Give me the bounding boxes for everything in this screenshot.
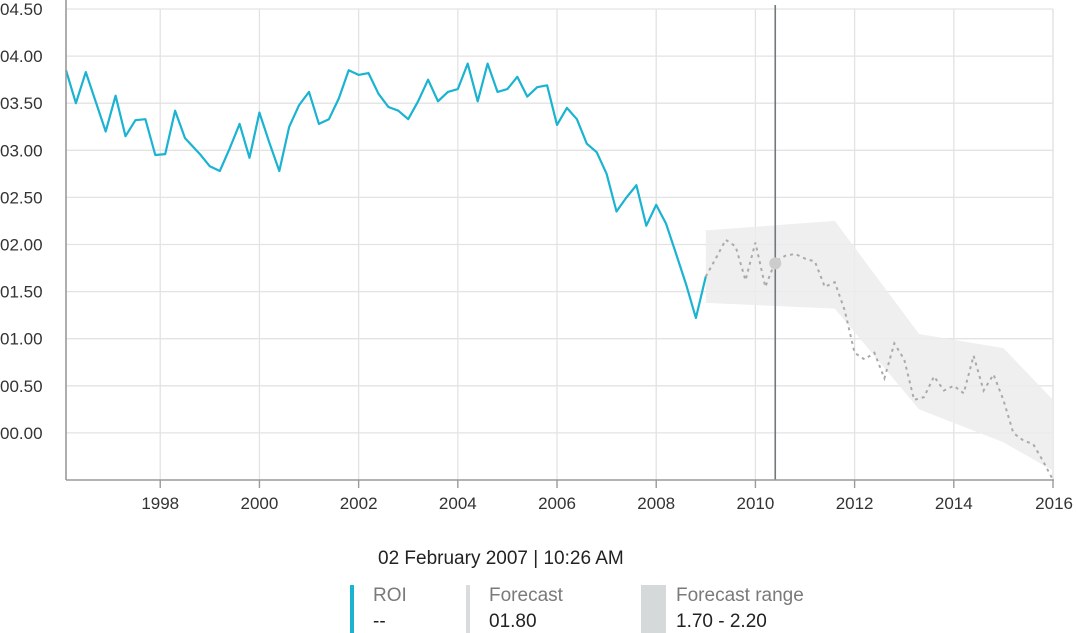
y-tick-label: 03.50: [0, 94, 43, 113]
x-tick-label: 2002: [340, 494, 378, 513]
legend-value-roi: --: [373, 611, 386, 632]
y-tick-label: 04.50: [0, 0, 43, 19]
line-chart: 04.50 04.00 03.50 03.00 02.50 02.00 01.50 01.00…: [0, 0, 1073, 513]
x-tick-label: 2016: [1035, 494, 1073, 513]
legend-label-forecast: Forecast: [489, 585, 563, 606]
y-tick-label: 01.00: [0, 330, 43, 349]
y-tick-label: 01.50: [0, 283, 43, 302]
roi-series-line: [64, 62, 707, 320]
roi-swatch: [350, 585, 354, 633]
x-tick-label: 2010: [736, 494, 774, 513]
legend-label-forecast-range: Forecast range: [676, 585, 804, 606]
x-tick-label: 2004: [439, 494, 477, 513]
legend-value-forecast: 01.80: [489, 611, 537, 632]
forecast-range-swatch: [641, 585, 666, 633]
cursor-timestamp: 02 February 2007 | 10:26 AM: [378, 548, 624, 569]
legend-label-roi: ROI: [373, 585, 407, 606]
forecast-swatch: [466, 585, 470, 633]
forecast-series-line: [704, 238, 1054, 481]
legend-value-forecast-range: 1.70 - 2.20: [676, 611, 767, 632]
y-tick-label: 04.00: [0, 47, 43, 66]
axes: [65, 0, 1054, 481]
y-tick-label: 02.50: [0, 188, 43, 207]
y-axis-ticks: 04.50 04.00 03.50 03.00 02.50 02.00 01.50 01.00…: [0, 0, 43, 443]
forecast-range-band: [705, 220, 1053, 471]
grid: [66, 8, 1054, 480]
x-tick-label: 2012: [836, 494, 874, 513]
x-tick-label: 2014: [935, 494, 973, 513]
y-tick-label: 03.00: [0, 141, 43, 160]
x-tick-label: 1998: [141, 494, 179, 513]
y-tick-label: 02.00: [0, 236, 43, 255]
x-axis-ticks: 1998 2000 2002 2004 2006 2008 2010 2012 2014 2016: [141, 480, 1073, 513]
cursor-point: [769, 257, 782, 270]
x-tick-label: 2000: [241, 494, 279, 513]
y-tick-label: 00.50: [0, 377, 43, 396]
y-tick-label: 00.00: [0, 424, 43, 443]
x-tick-label: 2006: [538, 494, 576, 513]
x-tick-label: 2008: [637, 494, 675, 513]
